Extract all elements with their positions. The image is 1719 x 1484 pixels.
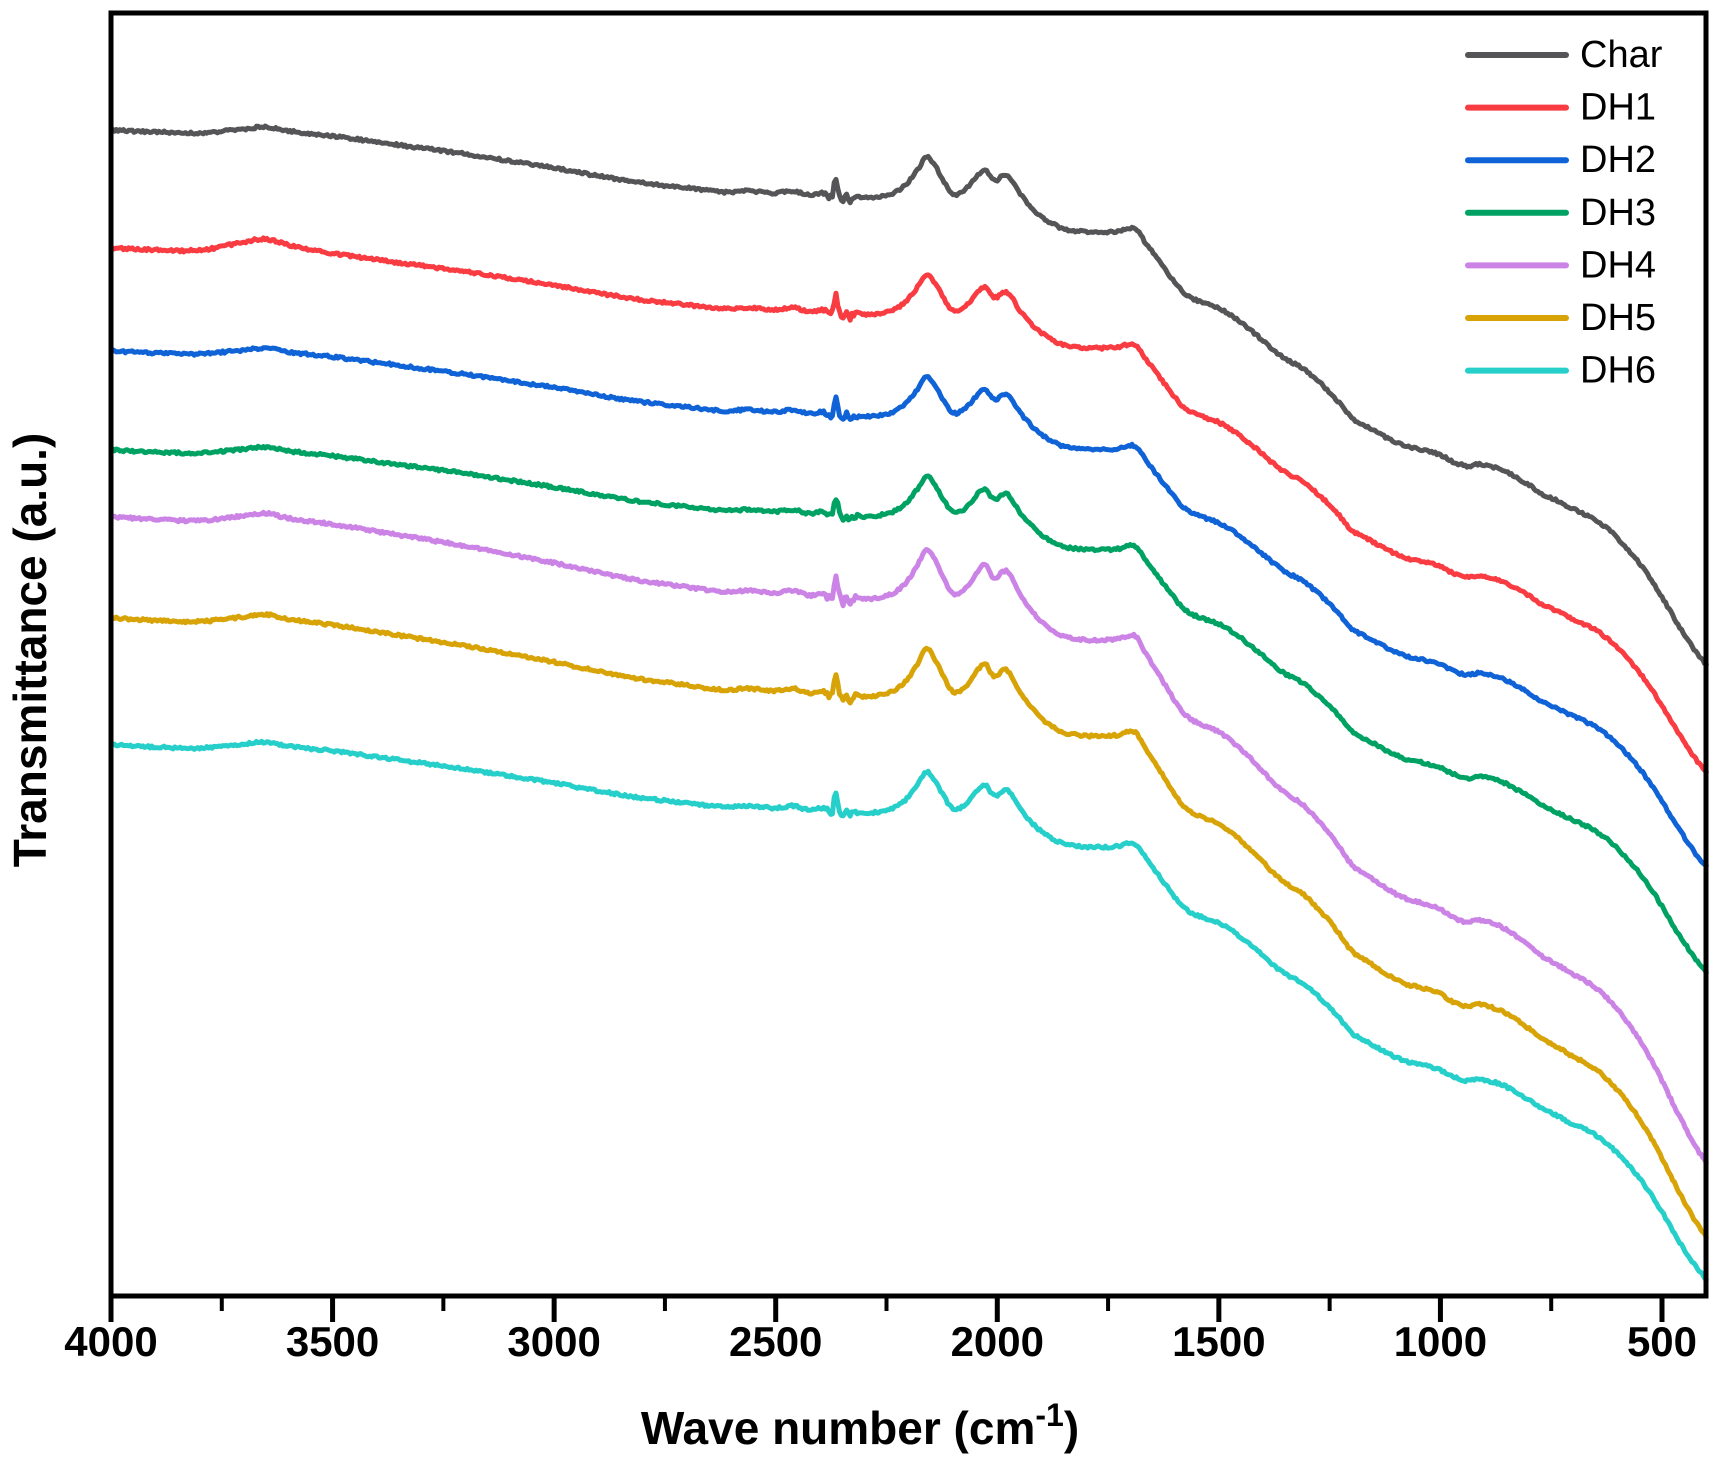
series-DH2-curve: [108, 345, 1709, 869]
legend-label-DH6: DH6: [1580, 350, 1656, 392]
x-axis-title-main: Wave number (cm: [641, 1402, 1036, 1454]
x-tick-label-2500: 2500: [729, 1318, 822, 1365]
legend-item-DH6: DH6: [1465, 350, 1656, 392]
x-tick-label-1000: 1000: [1394, 1318, 1487, 1365]
legend-item-DH1: DH1: [1465, 87, 1656, 129]
legend-label-DH2: DH2: [1580, 139, 1656, 181]
spectra-curves: [108, 123, 1709, 1283]
x-axis-ticks: 4000 3500 3000 2500 2000 1500 1000 500: [64, 1296, 1697, 1365]
legend-item-DH3: DH3: [1465, 192, 1656, 234]
series-DH6-curve: [108, 738, 1709, 1283]
series-DH4-curve: [108, 509, 1709, 1166]
series-DH3-curve: [108, 443, 1709, 976]
x-axis-title-close: ): [1064, 1402, 1079, 1454]
legend-item-DH4: DH4: [1465, 244, 1656, 286]
x-tick-label-2000: 2000: [951, 1318, 1044, 1365]
series-Char-curve: [108, 123, 1709, 667]
legend-label-Char: Char: [1580, 34, 1663, 76]
series-DH5-curve: [108, 611, 1709, 1241]
x-tick-label-3500: 3500: [286, 1318, 379, 1365]
x-tick-label-500: 500: [1627, 1318, 1697, 1365]
legend: Char DH1 DH2 DH3 DH4 DH5 DH6: [1465, 34, 1663, 392]
x-tick-label-4000: 4000: [64, 1318, 157, 1365]
x-axis-title: Wave number (cm-1): [641, 1397, 1079, 1454]
y-axis-title: Transmittance (a.u.): [4, 433, 56, 868]
legend-label-DH1: DH1: [1580, 87, 1656, 129]
legend-label-DH4: DH4: [1580, 244, 1656, 286]
x-tick-label-1500: 1500: [1172, 1318, 1265, 1365]
x-axis-title-superscript: -1: [1035, 1397, 1063, 1433]
series-DH1-curve: [108, 235, 1709, 775]
legend-label-DH3: DH3: [1580, 192, 1656, 234]
x-tick-label-3000: 3000: [507, 1318, 600, 1365]
legend-item-DH5: DH5: [1465, 297, 1656, 339]
legend-label-DH5: DH5: [1580, 297, 1656, 339]
plot-frame: [108, 10, 1709, 1299]
legend-item-DH2: DH2: [1465, 139, 1656, 181]
legend-item-Char: Char: [1465, 34, 1663, 76]
